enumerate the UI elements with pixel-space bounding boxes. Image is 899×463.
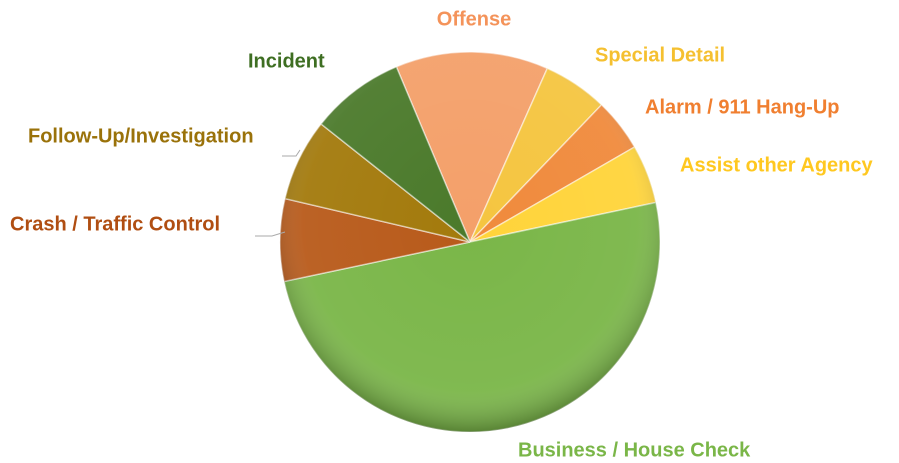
leader-line bbox=[282, 149, 301, 157]
slice-label: Crash / Traffic Control bbox=[10, 213, 220, 235]
slice-label: Alarm / 911 Hang-Up bbox=[645, 96, 840, 118]
leader-line bbox=[255, 231, 286, 237]
slice-label: Incident bbox=[248, 50, 325, 72]
slice-label: Offense bbox=[437, 8, 511, 30]
slice-label: Special Detail bbox=[595, 44, 725, 66]
slice-label: Assist other Agency bbox=[680, 154, 874, 176]
slice-label: Business / House Check bbox=[518, 439, 751, 461]
slice-label: Follow-Up/Investigation bbox=[28, 125, 254, 147]
